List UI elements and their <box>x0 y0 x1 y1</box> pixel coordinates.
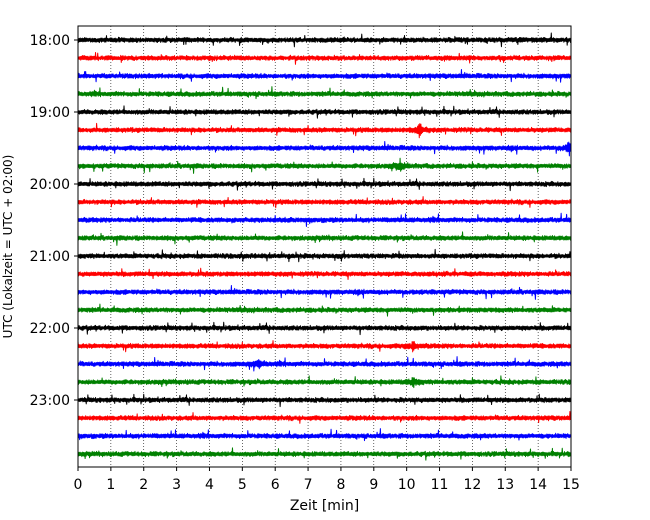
x-tick-label: 7 <box>304 477 313 493</box>
x-axis-label: Zeit [min] <box>290 498 359 514</box>
y-tick-label: 20:00 <box>30 177 70 193</box>
trace-2300 <box>77 393 572 408</box>
trace-2100 <box>77 248 572 263</box>
trace-1930 <box>77 141 572 157</box>
x-tick-label: 9 <box>369 477 378 493</box>
x-tick-label: 5 <box>238 477 247 493</box>
x-tick-label: 11 <box>431 477 449 493</box>
x-tick-label: 14 <box>529 477 547 493</box>
trace-2115 <box>77 267 572 280</box>
y-tick-label: 19:00 <box>30 105 70 121</box>
trace-1830 <box>77 69 572 83</box>
plot-frame <box>77 25 572 468</box>
trace-2215 <box>77 340 572 353</box>
x-tick-label: 1 <box>106 477 115 493</box>
y-tick-label: 21:00 <box>30 249 70 265</box>
trace-1815 <box>77 51 572 65</box>
trace-2000 <box>77 177 572 192</box>
trace-2245 <box>77 375 572 389</box>
trace-1915 <box>77 122 572 139</box>
x-tick-label: 3 <box>172 477 181 493</box>
x-tick-label: 13 <box>496 477 514 493</box>
y-axis-label: UTC (Lokalzeit = UTC + 02:00) <box>1 155 15 339</box>
trace-2345 <box>77 447 572 461</box>
trace-group <box>77 32 572 461</box>
trace-2045 <box>77 231 572 246</box>
trace-1900 <box>77 105 572 119</box>
y-tick-label: 18:00 <box>30 33 70 49</box>
trace-2145 <box>77 303 572 317</box>
trace-2330 <box>77 428 572 442</box>
trace-2200 <box>77 321 572 336</box>
y-axis-ticks: 18:00 19:00 20:00 21:00 22:00 23:00 <box>30 33 78 409</box>
x-tick-label: 4 <box>205 477 214 493</box>
trace-1945 <box>77 157 572 174</box>
x-tick-label: 12 <box>463 477 481 493</box>
x-tick-label: 8 <box>336 477 345 493</box>
trace-2130 <box>77 285 572 300</box>
trace-2015 <box>77 196 572 209</box>
x-tick-label: 0 <box>74 477 83 493</box>
trace-2030 <box>77 212 572 227</box>
trace-1800 <box>77 32 572 48</box>
trace-2230 <box>77 356 572 372</box>
x-tick-label: 6 <box>271 477 280 493</box>
x-axis-ticks: 0 1 2 3 4 5 6 7 8 9 10 11 12 13 14 15 <box>74 467 580 493</box>
x-tick-label: 15 <box>562 477 580 493</box>
trace-2315 <box>77 411 572 424</box>
y-tick-label: 22:00 <box>30 321 70 337</box>
y-tick-label: 23:00 <box>30 393 70 409</box>
x-tick-label: 10 <box>398 477 416 493</box>
x-tick-label: 2 <box>139 477 148 493</box>
trace-1845 <box>77 86 572 100</box>
